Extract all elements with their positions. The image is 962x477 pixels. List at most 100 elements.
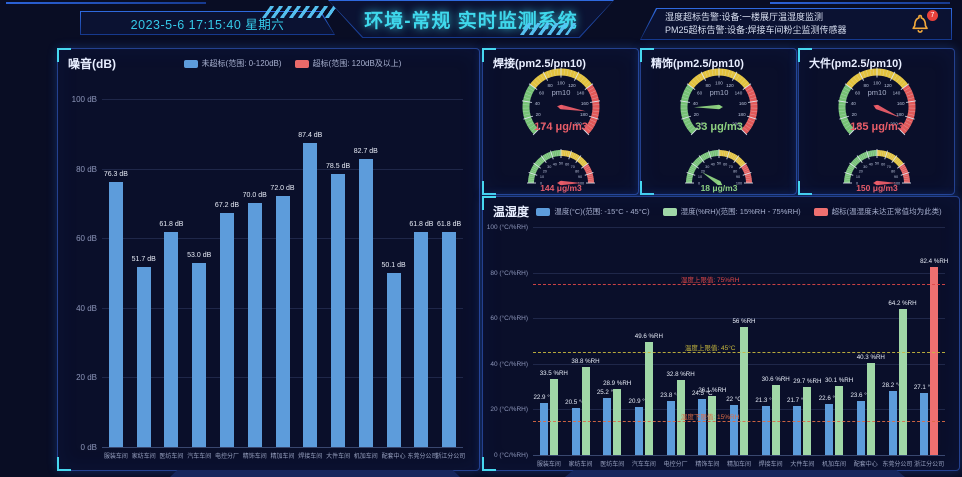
legend-swatch — [536, 207, 551, 216]
svg-text:70: 70 — [887, 165, 891, 169]
gauge-band — [876, 150, 904, 168]
humidity-bar[interactable] — [676, 380, 685, 455]
legend-item-humidity[interactable]: 湿度(%RH)(范围: 15%RH - 75%RH) — [662, 206, 801, 217]
page-title: 环境-常规 实时监测系统 — [364, 10, 578, 32]
gauge-band — [844, 150, 878, 184]
svg-text:180: 180 — [580, 112, 588, 117]
svg-text:10: 10 — [856, 175, 860, 179]
notification-bell[interactable]: 7 — [907, 10, 938, 39]
temperature-bar[interactable] — [698, 399, 707, 455]
svg-text:80: 80 — [575, 170, 579, 174]
noise-bar[interactable] — [386, 272, 401, 447]
gauge-sub-value: 18 μg/m3 — [701, 183, 738, 193]
temperature-bar[interactable] — [666, 400, 675, 455]
svg-text:140: 140 — [577, 91, 585, 96]
noise-bar[interactable] — [303, 142, 318, 447]
alert-marquee[interactable]: 湿度超标告警:设备:一楼展厅温湿度监测 PM25超标告警:设备:焊接车间粉尘监测… — [640, 8, 952, 40]
welding-gauge-panel: 焊接(pm2.5/pm10) 0 20 40 60 80 100 120 140 160 180 2… — [482, 48, 639, 195]
svg-text:0: 0 — [701, 122, 704, 127]
humidity-bar[interactable] — [866, 363, 875, 455]
svg-text:30: 30 — [547, 165, 551, 169]
svg-text:30: 30 — [863, 165, 867, 169]
noise-bar[interactable] — [108, 181, 123, 447]
gauge-band — [899, 84, 916, 135]
temperature-bar[interactable] — [730, 404, 738, 455]
bar-value-label: 50.1 dB — [381, 261, 406, 269]
legend-swatch — [662, 207, 677, 216]
threshold-label: 温度上限值: 45°C — [684, 345, 736, 353]
legend-label: 湿度(%RH)(范围: 15%RH - 75%RH) — [680, 207, 801, 216]
x-axis-label: 汽车车间 — [187, 454, 212, 460]
humidity-bar[interactable] — [771, 385, 780, 455]
temperature-bar[interactable] — [920, 393, 929, 455]
y-axis-label: 80 (°C/%RH) — [490, 269, 528, 277]
temperature-bar[interactable] — [571, 408, 580, 455]
x-axis-label: 焊接车间 — [298, 454, 323, 460]
bar-value-label: 53.0 dB — [187, 251, 212, 259]
svg-text:40: 40 — [711, 162, 715, 166]
svg-text:20: 20 — [694, 112, 700, 117]
svg-text:140: 140 — [893, 91, 901, 96]
noise-bar[interactable] — [164, 231, 179, 447]
legend-item-exceeded[interactable]: 超标(温湿度未达正常值均为此类) — [813, 206, 942, 217]
humidity-bar[interactable] — [835, 386, 844, 455]
noise-bar[interactable] — [442, 231, 457, 447]
humidity-bar[interactable] — [740, 327, 748, 455]
svg-text:20: 20 — [859, 170, 863, 174]
x-axis-label: 服装车间 — [536, 462, 561, 468]
legend-label: 温度(°C)(范围: -15°C - 45°C) — [554, 207, 650, 216]
noise-bar[interactable] — [414, 231, 429, 447]
legend-item-not-exceeded[interactable]: 未超标(范围: 0-120dB) — [183, 58, 282, 69]
svg-text:90: 90 — [894, 175, 898, 179]
temperature-bar[interactable] — [856, 401, 865, 455]
legend-swatch — [294, 59, 309, 68]
svg-text:0: 0 — [856, 181, 858, 185]
humidity-bar[interactable] — [613, 389, 622, 455]
x-axis-label: 大件车间 — [326, 454, 351, 460]
bar-value-label: 67.2 dB — [214, 202, 240, 210]
humidity-bar[interactable] — [549, 378, 558, 455]
noise-bar[interactable] — [136, 267, 151, 447]
noise-bar[interactable] — [192, 262, 207, 447]
legend-item-exceeded[interactable]: 超标(范围: 120dB及以上) — [294, 58, 401, 69]
gridline — [533, 409, 945, 411]
temperature-value-label: 24.5 °C — [691, 390, 713, 398]
humidity-bar[interactable] — [581, 366, 590, 455]
gauge-main-value: 33 μg/m3 — [695, 121, 743, 133]
temperature-value-label: 20.9 °C — [628, 398, 650, 406]
svg-text:20: 20 — [852, 112, 858, 117]
temperature-bar[interactable] — [761, 406, 770, 455]
humidity-bar[interactable] — [898, 308, 907, 455]
temperature-bar[interactable] — [793, 405, 802, 455]
temperature-bar[interactable] — [603, 397, 612, 455]
noise-bar[interactable] — [247, 203, 262, 447]
temperature-bar[interactable] — [888, 390, 897, 455]
gauge-band — [718, 150, 746, 168]
humidity-value-label: 29.7 %RH — [793, 378, 822, 386]
noise-bar[interactable] — [358, 159, 373, 447]
datetime: 2023-5-6 17:15:40 星期六 — [130, 17, 285, 32]
temperature-value-label: 22 °C — [726, 395, 742, 403]
temperature-value-label: 23.6 °C — [850, 392, 872, 400]
temp-humidity-legend: 温度(°C)(范围: -15°C - 45°C) 湿度(%RH)(范围: 15%… — [529, 206, 949, 217]
humidity-bar[interactable] — [708, 395, 717, 455]
humidity-value-label: 38.8 %RH — [571, 357, 600, 365]
legend-swatch — [813, 207, 828, 216]
humidity-bar[interactable] — [644, 341, 653, 455]
svg-text:60: 60 — [539, 91, 545, 96]
svg-text:60: 60 — [565, 162, 569, 166]
noise-bar[interactable] — [275, 196, 290, 447]
svg-text:200: 200 — [574, 122, 582, 127]
temperature-bar[interactable] — [634, 407, 643, 455]
svg-text:60: 60 — [723, 162, 727, 166]
temperature-bar[interactable] — [825, 403, 834, 455]
noise-bar[interactable] — [331, 173, 345, 447]
temperature-value-label: 27.1 °C — [913, 384, 935, 392]
noise-bar[interactable] — [220, 213, 234, 447]
legend-item-temperature[interactable]: 温度(°C)(范围: -15°C - 45°C) — [536, 206, 650, 217]
temperature-bar[interactable] — [539, 402, 548, 455]
humidity-bar[interactable] — [930, 267, 939, 455]
